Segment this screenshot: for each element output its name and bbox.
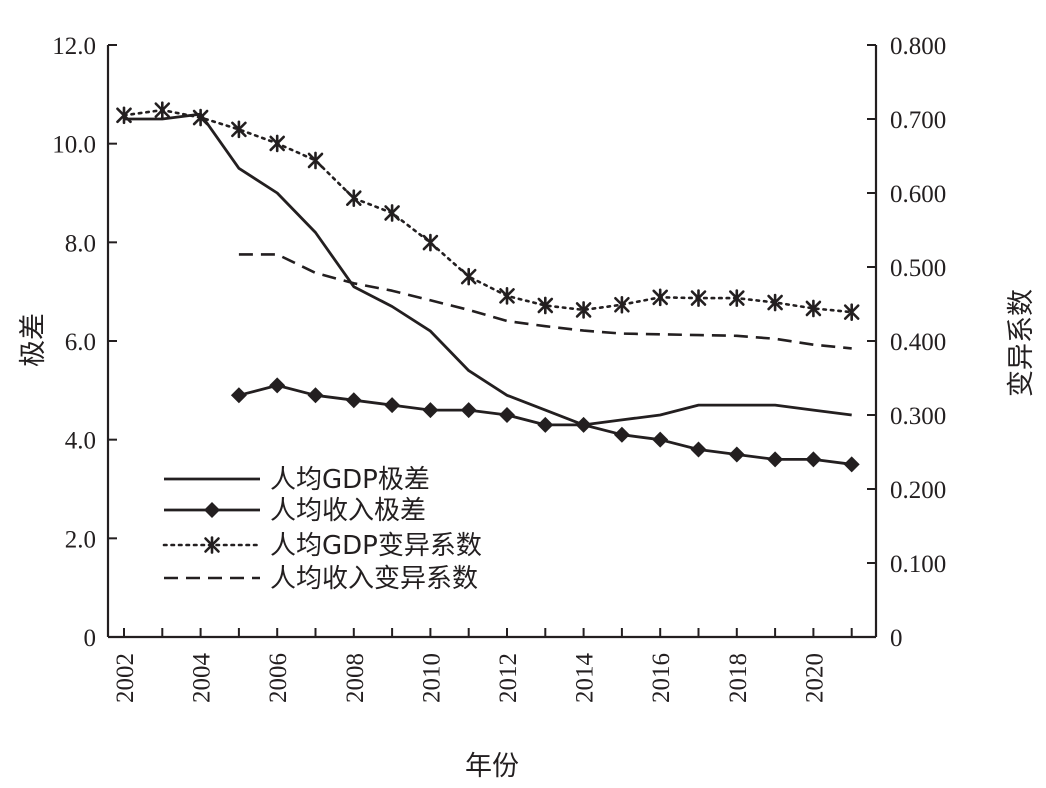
legend-label-gdp-range: 人均GDP极差 — [270, 465, 430, 495]
data-point-income-range — [230, 387, 247, 404]
x-tick-label: 2004 — [189, 653, 216, 704]
y-right-tick-label: 0.100 — [890, 551, 946, 578]
data-point-gdp-cv — [805, 299, 822, 318]
legend-marker-gdp-cv — [204, 536, 220, 554]
x-tick-label: 2016 — [648, 653, 675, 703]
data-point-gdp-cv — [843, 303, 860, 321]
y-left-tick-label: 10.0 — [52, 132, 96, 159]
y-left-tick-label: 2.0 — [65, 526, 96, 553]
data-point-income-range — [307, 387, 324, 404]
data-point-income-range — [422, 402, 439, 419]
data-point-gdp-cv — [307, 151, 324, 170]
series-line-gdp-cv — [122, 108, 854, 314]
y-left-tick-label: 4.0 — [65, 428, 96, 455]
legend-label-income-range: 人均收入极差 — [270, 496, 426, 526]
data-point-gdp-cv — [422, 233, 439, 252]
x-tick-label: 2018 — [725, 653, 752, 703]
data-point-gdp-cv — [499, 287, 515, 305]
data-point-income-range — [575, 416, 592, 433]
y-left-tick-label: 12.0 — [52, 33, 96, 60]
data-point-income-range — [652, 431, 669, 448]
y-right-tick-label: 0.700 — [890, 107, 946, 134]
data-point-income-range — [613, 426, 630, 443]
x-tick-label: 2006 — [265, 653, 292, 703]
data-point-gdp-cv — [767, 293, 783, 312]
data-point-income-range — [345, 392, 362, 409]
y-right-tick-label: 0.400 — [890, 329, 946, 356]
data-point-gdp-cv — [728, 289, 745, 307]
data-point-income-range — [269, 377, 286, 394]
series-line-income-cv — [238, 253, 852, 350]
y-left-axis-title: 极差 — [18, 313, 49, 367]
data-point-income-range — [805, 451, 822, 468]
y-right-tick-label: 0.200 — [890, 477, 946, 504]
x-tick-label: 2020 — [801, 653, 828, 703]
series-line-gdp-range — [124, 112, 852, 427]
legend-marker-income-range — [204, 502, 220, 518]
data-point-income-range — [499, 407, 515, 423]
data-point-gdp-cv — [614, 295, 630, 314]
data-point-income-range — [767, 451, 784, 468]
x-tick-label: 2002 — [112, 653, 139, 703]
data-point-gdp-cv — [537, 296, 554, 315]
data-point-gdp-cv — [154, 101, 171, 119]
y-left-tick-label: 6.0 — [65, 329, 96, 356]
data-point-gdp-cv — [575, 301, 592, 319]
y-right-tick-label: 0.300 — [890, 403, 946, 430]
y-right-tick-label: 0.600 — [890, 181, 946, 208]
data-point-gdp-cv — [269, 134, 286, 153]
data-point-gdp-cv — [652, 288, 669, 307]
y-right-tick-label: 0.500 — [890, 255, 946, 282]
y-right-axis-title: 变异系数 — [1006, 289, 1037, 397]
data-point-gdp-cv — [345, 189, 362, 207]
data-point-income-range — [843, 456, 860, 473]
data-point-income-range — [537, 416, 554, 433]
data-point-gdp-cv — [460, 267, 477, 286]
x-tick-label: 2012 — [495, 653, 522, 703]
data-point-income-range — [460, 402, 477, 419]
data-point-gdp-cv — [231, 120, 247, 139]
data-point-gdp-cv — [116, 106, 132, 125]
data-point-income-range — [384, 397, 401, 414]
legend-label-gdp-cv: 人均GDP变异系数 — [270, 531, 482, 561]
data-point-gdp-cv — [192, 108, 209, 127]
x-tick-label: 2010 — [418, 653, 445, 703]
y-left-tick-label: 8.0 — [65, 230, 96, 257]
x-tick-label: 2014 — [572, 653, 599, 704]
x-axis-title: 年份 — [465, 751, 519, 782]
x-tick-label: 2008 — [342, 653, 369, 703]
data-point-gdp-cv — [384, 204, 400, 222]
y-left-tick-label: 0 — [84, 625, 97, 652]
data-point-income-range — [728, 446, 745, 463]
series-layer — [116, 101, 860, 473]
legend-label-income-cv: 人均收入变异系数 — [270, 564, 478, 594]
data-point-income-range — [690, 441, 707, 458]
data-point-gdp-cv — [690, 289, 707, 307]
y-right-tick-label: 0 — [890, 625, 903, 652]
axes: 0 2.0 4.0 6.0 8.0 10.0 12.0 0 0.100 0.200 0.300 0.4… — [52, 33, 946, 703]
y-right-tick-label: 0.800 — [890, 33, 946, 60]
